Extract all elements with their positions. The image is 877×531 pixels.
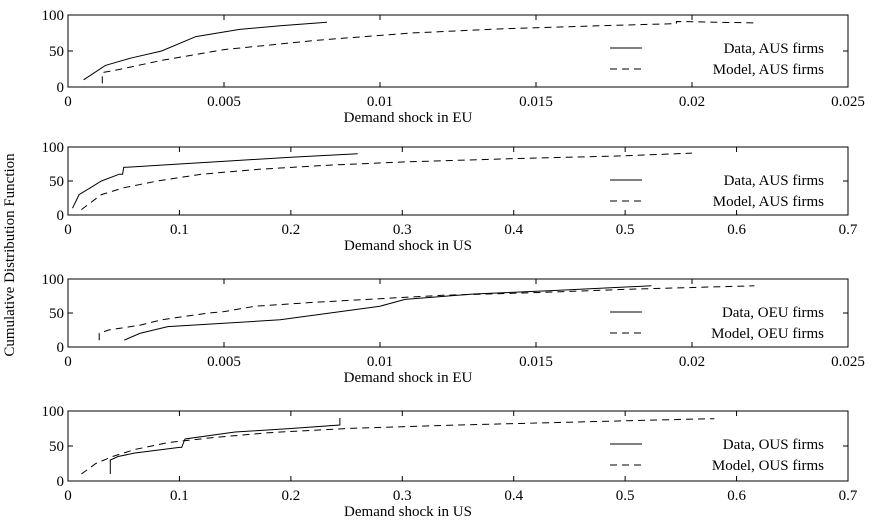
x-axis-label: Demand shock in US — [344, 504, 472, 520]
y-tick-label: 50 — [49, 174, 64, 190]
chart-panel-1: 0 0.005 0.01 0.015 0.02 0.025 0 50 100 Demand sho… — [42, 8, 865, 126]
series-line-data — [109, 418, 341, 474]
x-tick-label: 0 — [64, 94, 72, 110]
x-tick-label: 0.01 — [367, 94, 393, 110]
x-tick-label: 0.2 — [281, 222, 300, 238]
x-tick-label: 0.025 — [831, 354, 865, 370]
series-line-model — [101, 20, 755, 84]
series-line-model — [81, 418, 715, 475]
x-tick-label: 0 — [64, 354, 72, 370]
legend-entry: Model, AUS firms — [713, 194, 824, 210]
x-axis-label: Demand shock in US — [344, 238, 472, 254]
x-tick-label: 0.2 — [281, 488, 300, 504]
x-tick-label: 0.6 — [727, 222, 746, 238]
x-tick-label: 0.3 — [393, 222, 412, 238]
legend-entry: Data, OEU firms — [722, 305, 824, 321]
x-tick-label: 0.4 — [504, 488, 523, 504]
chart-panel-4: 0 0.1 0.2 0.3 0.4 0.5 0.6 0.7 0 50 100 Demand shock… — [42, 404, 858, 520]
legend-entry: Data, AUS firms — [724, 41, 825, 57]
y-tick-label: 50 — [49, 306, 64, 322]
y-tick-label: 0 — [57, 208, 65, 224]
chart-panel-2: 0 0.1 0.2 0.3 0.4 0.5 0.6 0.7 0 50 100 Demand shock… — [42, 140, 858, 254]
series-line-model — [81, 152, 693, 211]
x-tick-label: 0.3 — [393, 488, 412, 504]
x-tick-label: 0.5 — [616, 222, 635, 238]
y-tick-label: 100 — [42, 8, 65, 24]
y-tick-label: 50 — [49, 44, 64, 60]
y-tick-label: 0 — [57, 474, 65, 490]
series-line-data — [124, 285, 652, 341]
x-tick-label: 0.02 — [679, 354, 705, 370]
legend-entry: Data, OUS firms — [723, 437, 824, 453]
x-tick-label: 0.1 — [170, 222, 189, 238]
legend-entry: Model, AUS firms — [713, 62, 824, 78]
series-line-data — [72, 153, 358, 209]
x-tick-label: 0.7 — [839, 488, 858, 504]
legend-entry: Model, OUS firms — [712, 458, 824, 474]
y-tick-label: 100 — [42, 272, 65, 288]
y-tick-label: 0 — [57, 340, 65, 356]
x-axis-label: Demand shock in EU — [344, 370, 473, 386]
chart-panel-3: 0 0.005 0.01 0.015 0.02 0.025 0 50 100 Demand sho… — [42, 272, 865, 386]
x-tick-label: 0.005 — [207, 354, 241, 370]
y-tick-label: 50 — [49, 439, 64, 455]
series-line-data — [83, 21, 328, 81]
x-tick-label: 0.015 — [519, 354, 553, 370]
legend-entry: Model, OEU firms — [711, 326, 824, 342]
y-tick-label: 100 — [42, 140, 65, 156]
legend-entry: Data, AUS firms — [724, 173, 825, 189]
y-tick-label: 0 — [57, 80, 65, 96]
x-tick-label: 0.6 — [727, 488, 746, 504]
shared-y-axis-label: Cumulative Distribution Function — [2, 153, 18, 357]
x-axis-label: Demand shock in EU — [344, 110, 473, 126]
x-tick-label: 0 — [64, 222, 72, 238]
x-tick-label: 0.01 — [367, 354, 393, 370]
x-tick-label: 0.015 — [519, 94, 553, 110]
y-tick-label: 100 — [42, 404, 65, 420]
x-tick-label: 0.02 — [679, 94, 705, 110]
x-tick-label: 0.4 — [504, 222, 523, 238]
x-tick-label: 0.025 — [831, 94, 865, 110]
x-tick-label: 0.005 — [207, 94, 241, 110]
x-tick-label: 0.1 — [170, 488, 189, 504]
x-tick-label: 0 — [64, 488, 72, 504]
series-line-model — [98, 285, 755, 341]
x-tick-label: 0.7 — [839, 222, 858, 238]
x-tick-label: 0.5 — [616, 488, 635, 504]
